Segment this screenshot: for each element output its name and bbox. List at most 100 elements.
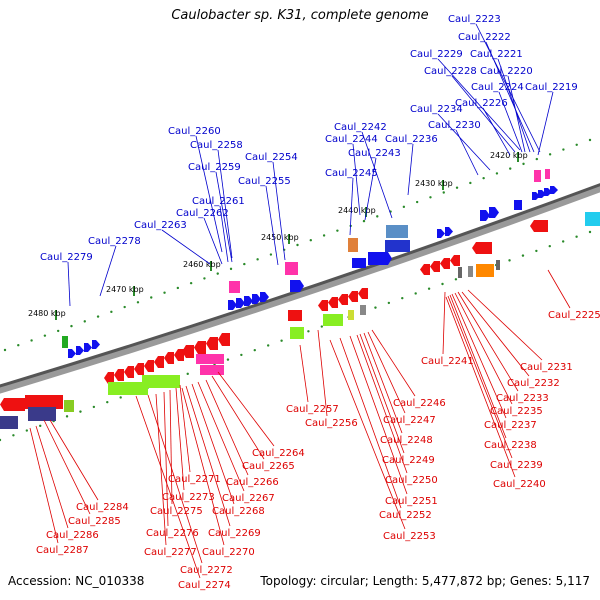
bottom-gene-label: Caul_2251 [385, 496, 438, 507]
bottom-gene-connector [205, 379, 249, 476]
kbp-label: 2470 kbp [106, 285, 144, 294]
gene-arrow-bottom [430, 261, 440, 272]
top-gene-connector [215, 171, 233, 263]
tick-dot-outer [535, 157, 539, 161]
topology-summary: Topology: circular; Length: 5,477,872 bp… [260, 574, 590, 588]
top-gene-connector [161, 229, 211, 265]
gene-arrow-top [437, 229, 445, 238]
bottom-gene-connector [339, 337, 402, 509]
bottom-gene-connector [371, 329, 416, 397]
tick-dot-inner [521, 254, 525, 257]
bottom-gene-connector [363, 332, 403, 434]
tick-dot-inner [374, 306, 377, 309]
top-gene-label: Caul_2224 [471, 82, 524, 93]
tick-dot-outer [309, 239, 312, 242]
top-gene-connector [99, 245, 117, 297]
bottom-gene-connector [359, 333, 405, 454]
gene-box-bottom [0, 416, 18, 429]
top-gene-label: Caul_2221 [470, 49, 523, 60]
top-gene-connector [219, 205, 229, 263]
gene-arrow-top [68, 349, 76, 358]
bottom-gene-label: Caul_2225 [548, 310, 600, 321]
tick-dot-inner [535, 249, 538, 253]
tick-dot-outer [56, 329, 60, 333]
kbp-label: 2480 kbp [28, 309, 66, 318]
top-gene-label: Caul_2229 [410, 49, 463, 60]
top-gene-connector [482, 107, 511, 156]
gene-box-bottom [290, 327, 304, 339]
tick-dot-inner [25, 429, 29, 432]
gene-box-bottom [585, 212, 600, 226]
bottom-gene-label: Caul_2247 [383, 415, 436, 426]
bottom-gene-label: Caul_2257 [286, 404, 339, 415]
tick-dot-inner [427, 287, 431, 290]
tick-dot-inner [441, 282, 444, 286]
gene-arrow-bottom [328, 297, 338, 308]
tick-dot-inner [79, 410, 82, 413]
bottom-gene-connector [217, 371, 275, 447]
gene-box-top [352, 258, 366, 268]
tick-dot-outer [402, 205, 406, 209]
gene-arrow-bottom [164, 352, 174, 364]
gene-box-bottom [142, 375, 180, 388]
top-gene-label: Caul_2242 [334, 122, 387, 133]
bottom-gene-label: Caul_2270 [202, 547, 255, 558]
tick-dot-inner [92, 405, 96, 409]
tick-dot-inner [226, 358, 230, 361]
tick-dot-outer [163, 291, 166, 294]
bottom-gene-label: Caul_2269 [208, 528, 261, 539]
top-gene-label: Caul_2220 [480, 66, 533, 77]
gene-arrow-top [368, 252, 392, 265]
top-gene-connector [352, 143, 361, 216]
bottom-gene-label: Caul_2277 [144, 547, 197, 558]
top-gene-label: Caul_2259 [188, 162, 241, 173]
tick-dot-outer [110, 310, 113, 314]
tick-dot-outer [70, 324, 73, 328]
gene-arrow-bottom [144, 360, 154, 372]
tick-dot-outer [548, 153, 552, 156]
top-gene-connector [451, 75, 516, 153]
bottom-gene-connector [181, 387, 225, 546]
gene-arrow-top [252, 294, 261, 304]
tick-dot-outer [482, 176, 485, 180]
gene-arrow-bottom [182, 345, 194, 358]
gene-arrow-top [480, 210, 490, 221]
kbp-label: 2430 kbp [415, 179, 453, 188]
tick-dot-inner [588, 230, 592, 234]
bottom-gene-connector [457, 291, 519, 392]
top-gene-connector [407, 143, 414, 196]
tick-dot-inner [508, 259, 511, 262]
gene-arrow-bottom [206, 337, 218, 350]
gene-arrow-bottom [358, 288, 368, 299]
bottom-gene-label: Caul_2232 [507, 378, 560, 389]
top-gene-connector [67, 261, 71, 307]
kbp-label: 2420 kbp [490, 151, 528, 160]
top-gene-label: Caul_2222 [458, 32, 511, 43]
bottom-gene-label: Caul_2268 [212, 506, 265, 517]
top-gene-label: Caul_2219 [525, 82, 578, 93]
bottom-gene-connector [317, 329, 328, 417]
tick-dot-outer [415, 200, 419, 204]
tick-dot-outer [336, 229, 339, 232]
gene-arrow-bottom [114, 369, 124, 381]
tick-dot-inner [561, 240, 565, 243]
tick-dot-outer [575, 143, 578, 146]
bottom-gene-connector [43, 419, 91, 515]
bottom-gene-connector [451, 293, 507, 419]
top-gene-label: Caul_2234 [410, 104, 463, 115]
bottom-gene-label: Caul_2273 [162, 492, 215, 503]
tick-dot-outer [376, 215, 379, 218]
tick-dot-outer [256, 258, 259, 261]
tick-dot-outer [296, 243, 299, 247]
gene-box-bottom [458, 267, 462, 278]
top-gene-label: Caul_2258 [190, 140, 243, 151]
gene-arrow-bottom [318, 300, 328, 311]
gene-arrow-top [84, 343, 92, 352]
gene-box-top [285, 262, 298, 275]
bottom-gene-connector [367, 331, 406, 414]
gene-box-bottom [200, 365, 224, 375]
bottom-gene-label: Caul_2231 [520, 362, 573, 373]
gene-arrow-bottom [338, 294, 348, 305]
tick-dot-outer [136, 301, 140, 304]
backbone-shadow [0, 184, 600, 394]
